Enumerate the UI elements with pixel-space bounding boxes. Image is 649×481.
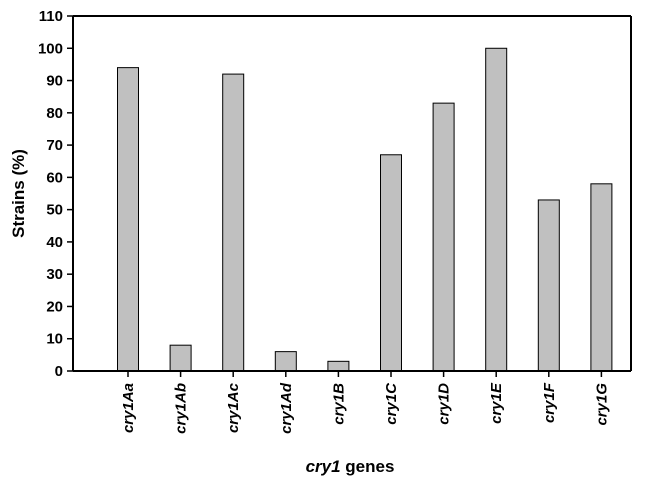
y-tick-label: 60 [46,169,63,186]
y-tick-label: 20 [46,298,63,315]
bars-group [117,47,613,372]
x-tick-label-cry1C: cry1C [383,382,400,425]
x-tick-label-cry1B: cry1B [330,383,347,425]
bar-cry1Aa [117,67,139,372]
x-tick-label-cry1E: cry1E [488,382,505,424]
x-tick-label-cry1Ac: cry1Ac [225,382,242,433]
x-axis-title-rest: genes [341,457,395,476]
y-tick-label: 70 [46,137,63,154]
y-axis-title: Strains (%) [9,149,28,238]
y-tick-label: 40 [46,234,63,251]
x-axis: cry1Aa cry1Ab cry1Ac cry1Ad cry1B cry1C cry1D c… [73,370,631,434]
y-axis: 0 10 20 30 40 50 60 70 80 90 100 110 [38,8,74,380]
y-tick-label: 0 [55,363,63,380]
x-axis-title: cry1 genes [306,457,395,476]
y-tick-label: 10 [46,331,63,348]
bar-cry1Ac [222,73,245,372]
bar-cry1D [432,102,455,372]
bar-cry1E [485,47,508,372]
x-tick-label-cry1Aa: cry1Aa [120,383,137,433]
bar-cry1C [380,154,402,372]
x-tick-label-cry1F: cry1F [541,382,558,423]
bar-cry1F [537,199,560,372]
bar-cry1B [327,360,350,372]
y-tick-label: 100 [38,40,63,57]
x-tick-label-cry1G: cry1G [593,383,610,426]
x-tick-label-cry1Ab: cry1Ab [173,383,190,434]
y-tick-label: 30 [46,266,63,283]
x-tick-label-cry1Ad: cry1Ad [278,382,295,434]
y-tick-label: 110 [39,8,63,25]
y-tick-label: 90 [46,73,63,90]
bar-cry1G [590,183,613,372]
y-tick-label: 80 [46,105,63,122]
x-axis-title-italic: cry1 [306,457,341,476]
bar-cry1Ad [274,351,297,372]
x-tick-label-cry1D: cry1D [436,383,453,425]
y-tick-label: 50 [46,202,63,219]
bar-cry1Ab [169,344,192,372]
